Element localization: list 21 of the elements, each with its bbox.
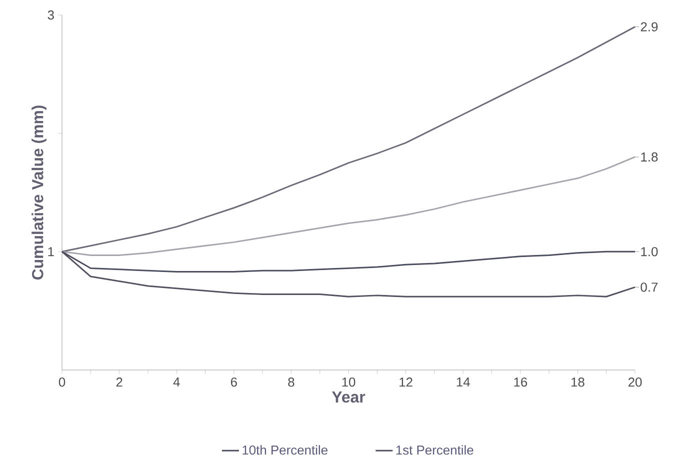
x-axis-title: Year	[332, 392, 366, 403]
data-label: 2.9	[640, 22, 658, 32]
x-tick-label: 20	[628, 378, 642, 387]
data-label: 1.8	[641, 152, 658, 162]
legend-label: 10th Percentile	[242, 445, 328, 455]
legend-label: 1st Percentile	[396, 445, 474, 455]
x-tick-label: 10	[342, 378, 356, 387]
x-tick-label: 14	[456, 378, 470, 386]
data-label: 1.0	[641, 247, 658, 256]
x-tick-label: 4	[173, 378, 180, 386]
y-axis-title: Cumulative Value (mm)	[32, 106, 46, 280]
data-label: 0.7	[640, 282, 658, 292]
y-tick-label: 3	[48, 10, 54, 20]
x-tick-label: 6	[230, 378, 237, 387]
x-tick-label: 0	[58, 378, 66, 387]
y-tick-label: 1	[48, 247, 54, 256]
x-tick-label: 12	[400, 378, 412, 387]
x-tick-label: 16	[514, 378, 528, 387]
x-tick-label: 18	[571, 378, 584, 387]
x-tick-label: 8	[288, 378, 294, 387]
x-tick-label: 2	[116, 378, 122, 387]
